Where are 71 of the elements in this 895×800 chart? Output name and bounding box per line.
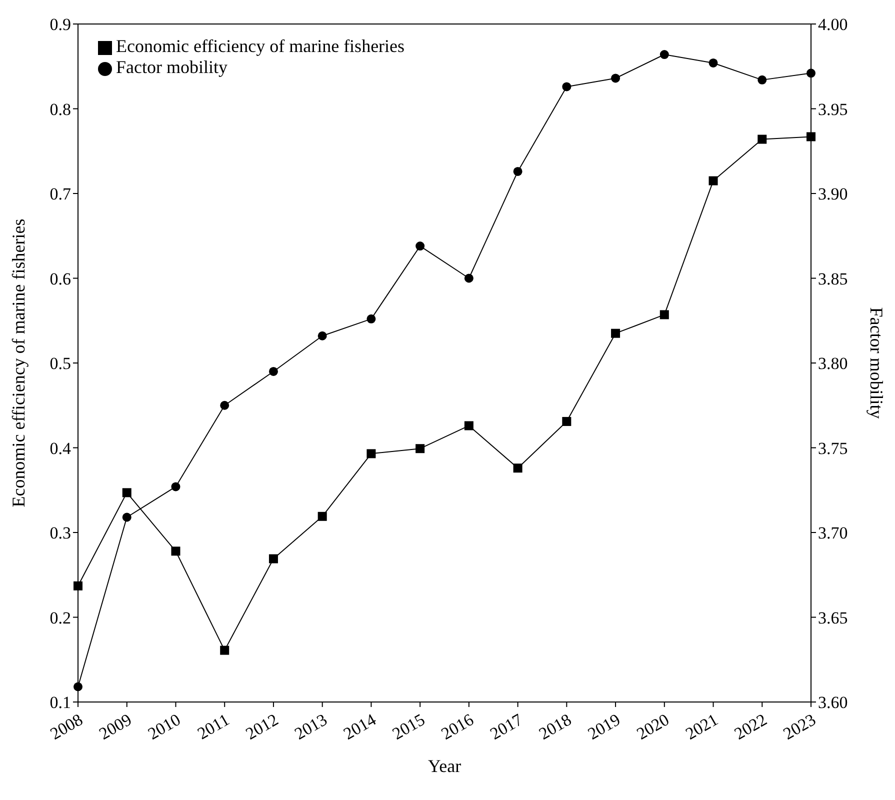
point — [122, 488, 132, 498]
point — [74, 682, 82, 692]
x-tick-label: 2018 — [536, 710, 575, 744]
point — [122, 512, 132, 522]
y2-tick-label: 3.65 — [818, 608, 848, 628]
x-tick-label: 2013 — [291, 710, 330, 744]
x-axis-title: Year — [428, 756, 462, 776]
point — [806, 132, 816, 142]
x-tick-label: 2012 — [242, 710, 282, 744]
x-tick-label: 2011 — [194, 710, 233, 744]
point — [366, 449, 376, 458]
point — [758, 75, 767, 84]
x-tick-label: 2021 — [682, 710, 722, 744]
y-tick-label: 0.4 — [50, 438, 72, 458]
point — [758, 134, 767, 144]
y2-tick-label: 3.90 — [818, 184, 848, 204]
y-tick-label: 0.5 — [50, 354, 71, 374]
x-tick-label: 2010 — [144, 710, 184, 744]
y-tick-label: 0.3 — [50, 524, 71, 543]
point — [220, 400, 230, 410]
y2-tick-label: 3.75 — [818, 438, 848, 458]
legend-label: Factor mobility — [116, 57, 228, 77]
point — [708, 58, 718, 68]
y2-tick-label: 3.80 — [818, 354, 848, 374]
point — [806, 68, 816, 78]
y-tick-label: 0.7 — [50, 184, 72, 204]
point — [268, 366, 278, 376]
point — [220, 646, 230, 655]
point — [660, 310, 669, 320]
point — [171, 482, 180, 492]
x-tick-label: 2016 — [438, 710, 477, 744]
y-tick-label: 0.9 — [50, 15, 71, 34]
point — [611, 74, 620, 83]
point — [416, 242, 425, 251]
x-tick-label: 2019 — [584, 710, 624, 744]
point — [562, 82, 572, 92]
y-tick-label: 0.1 — [50, 693, 71, 712]
point — [464, 421, 474, 430]
legend-label: Economic efficiency of marine fisheries — [116, 36, 405, 56]
x-tick-label: 2020 — [633, 710, 672, 744]
point — [318, 512, 327, 521]
y-tick-label: 0.8 — [50, 100, 71, 119]
x-tick-label: 2009 — [96, 710, 135, 744]
point — [416, 444, 425, 454]
x-tick-label: 2017 — [486, 710, 526, 744]
point — [611, 328, 620, 338]
point — [318, 331, 327, 340]
x-tick-label: 2008 — [47, 710, 86, 744]
y2-axis-title: Factor mobility — [866, 307, 887, 419]
x-tick-label: 2015 — [389, 710, 428, 744]
y-tick-label: 0.2 — [50, 608, 71, 628]
point — [74, 581, 82, 590]
point — [513, 464, 522, 473]
x-tick-label: 2014 — [340, 710, 380, 744]
point — [464, 274, 474, 283]
point — [366, 314, 376, 324]
y2-tick-label: 3.85 — [818, 269, 848, 288]
x-tick-label: 2023 — [780, 710, 819, 744]
y-tick-label: 0.6 — [50, 269, 71, 288]
y2-tick-label: 3.60 — [818, 693, 848, 712]
y2-tick-label: 4.00 — [818, 15, 848, 34]
point — [562, 416, 572, 426]
y2-tick-label: 3.70 — [818, 524, 848, 543]
y-axis-title: Economic efficiency of marine fisheries — [8, 218, 28, 508]
point — [708, 176, 718, 186]
point — [268, 554, 278, 564]
x-tick-label: 2022 — [731, 710, 770, 744]
point — [171, 546, 180, 556]
point — [513, 166, 522, 176]
point — [660, 50, 669, 60]
y2-tick-label: 3.95 — [818, 100, 848, 119]
